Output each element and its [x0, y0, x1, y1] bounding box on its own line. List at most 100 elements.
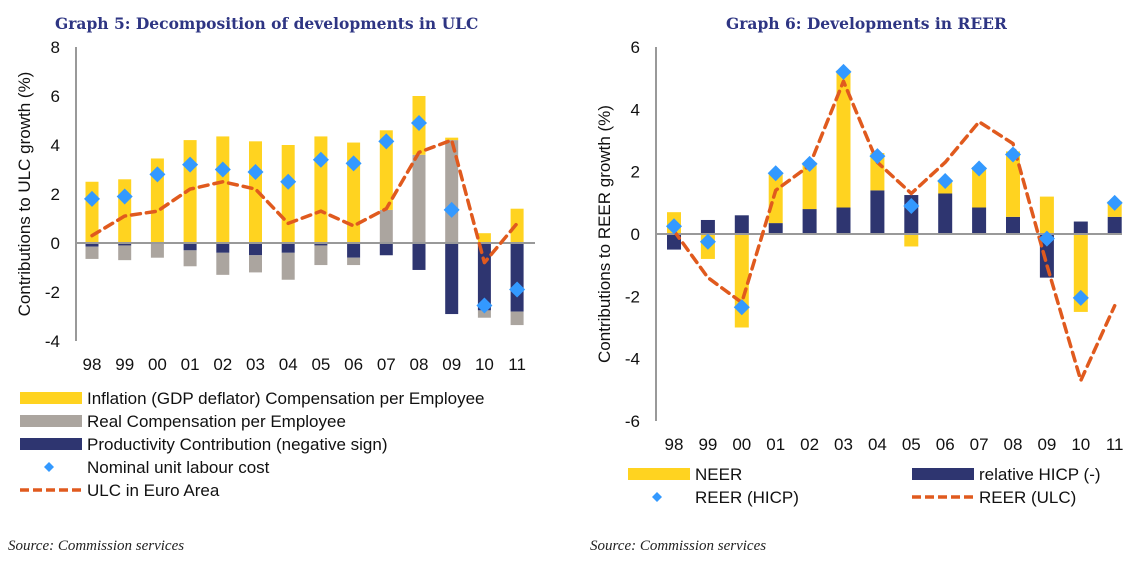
bar-relative-hicp: [1107, 216, 1122, 234]
marker-point: [247, 163, 264, 180]
legend-label: REER (HICP): [695, 488, 799, 507]
bar-inflation-gdp-deflator-compensation-per-employee: [216, 136, 230, 243]
legend-item: relative HICP (-): [912, 465, 1101, 484]
x-tick-label: 05: [311, 355, 330, 374]
chart-ulc: 8 6 4 2 0 -2 -4 Contributions to ULC growth (%)…: [15, 38, 535, 500]
bar-real-compensation-per-employee: [281, 252, 295, 280]
y-tick-label: 4: [51, 136, 60, 155]
bar-productivity-contribution-negative-sign: [118, 243, 132, 246]
x-tick-label: 06: [344, 355, 363, 374]
x-tick-label: 09: [442, 355, 461, 374]
bar-relative-hicp: [938, 193, 953, 234]
chart-reer: 6 4 2 0 -2 -4 -6 Contributions to REER growth (…: [595, 38, 1124, 507]
x-tick-label: 98: [83, 355, 102, 374]
x-tick-label: 04: [279, 355, 298, 374]
bar-productivity-contribution-negative-sign: [510, 243, 524, 312]
bar-neer: [768, 173, 783, 224]
bar-productivity-contribution-negative-sign: [183, 243, 197, 251]
bar-neer: [904, 234, 919, 247]
bar-real-compensation-per-employee: [347, 257, 361, 266]
bar-productivity-contribution-negative-sign: [314, 243, 328, 246]
x-tick-label: 08: [410, 355, 429, 374]
bar-real-compensation-per-employee: [445, 140, 459, 243]
legend-swatch: [20, 392, 82, 404]
bar-neer: [802, 162, 817, 210]
x-tick-label: 03: [834, 435, 853, 454]
x-tick-label: 99: [698, 435, 717, 454]
marker-point: [411, 114, 427, 131]
bar-neer: [836, 70, 851, 208]
y-tick-label: -4: [625, 350, 640, 369]
y-axis-label: Contributions to ULC growth (%): [15, 72, 34, 317]
marker-point: [903, 197, 920, 214]
x-tick-label: 09: [1037, 435, 1056, 454]
bar-productivity-contribution-negative-sign: [281, 243, 295, 253]
chart-title-reer: Graph 6: Developments in REER: [726, 14, 1007, 33]
y-tick-label: 0: [51, 234, 60, 253]
legend-item: REER (HICP): [652, 488, 799, 507]
marker-point: [116, 188, 133, 205]
legend-label: REER (ULC): [979, 488, 1076, 507]
marker-point: [280, 173, 297, 190]
legend-item: Nominal unit labour cost: [44, 458, 270, 477]
marker-point: [801, 155, 818, 172]
source-caption-left: Source: Commission services: [8, 538, 185, 554]
legend-item: Inflation (GDP deflator) Compensation pe…: [20, 389, 485, 408]
bar-inflation-gdp-deflator-compensation-per-employee: [477, 233, 491, 243]
y-tick-label: -2: [625, 287, 640, 306]
bar-productivity-contribution-negative-sign: [216, 243, 230, 253]
x-tick-label: 01: [766, 435, 785, 454]
x-tick-label: 02: [800, 435, 819, 454]
marker-point: [182, 156, 199, 173]
x-tick-label: 02: [213, 355, 232, 374]
bar-real-compensation-per-employee: [477, 310, 491, 318]
bar-real-compensation-per-employee: [249, 255, 262, 273]
y-tick-label: 6: [51, 87, 60, 106]
bar-relative-hicp: [734, 215, 749, 234]
y-axis-label: Contributions to REER growth (%): [595, 105, 614, 363]
marker-point: [835, 63, 852, 80]
bar-relative-hicp: [768, 223, 783, 234]
marker-point: [345, 155, 362, 172]
bar-inflation-gdp-deflator-compensation-per-employee: [150, 158, 164, 243]
bar-neer: [1039, 196, 1054, 234]
legend-label: Productivity Contribution (negative sign…: [87, 435, 387, 454]
x-tick-label: 08: [1004, 435, 1023, 454]
marker-point: [312, 151, 329, 168]
bar-real-compensation-per-employee: [412, 154, 426, 243]
bar-inflation-gdp-deflator-compensation-per-employee: [281, 145, 295, 243]
y-tick-label: 0: [631, 225, 640, 244]
legend: Inflation (GDP deflator) Compensation pe…: [20, 389, 485, 500]
marker-point: [443, 201, 460, 218]
marker-point: [733, 299, 750, 316]
legend-item: Real Compensation per Employee: [20, 412, 346, 431]
legend-label: Real Compensation per Employee: [87, 412, 346, 431]
bar-real-compensation-per-employee: [118, 245, 132, 261]
marker-point: [378, 133, 395, 150]
bar-real-compensation-per-employee: [216, 252, 230, 275]
marker-point: [699, 233, 716, 250]
marker-point: [869, 148, 886, 165]
marker-point: [509, 281, 526, 298]
bar-real-compensation-per-employee: [379, 209, 393, 243]
bar-productivity-contribution-negative-sign: [379, 243, 393, 256]
legend-item: REER (ULC): [912, 488, 1076, 507]
bar-real-compensation-per-employee: [150, 243, 164, 258]
bar-relative-hicp: [700, 219, 715, 234]
bar-inflation-gdp-deflator-compensation-per-employee: [249, 141, 262, 243]
bar-relative-hicp: [870, 190, 885, 234]
y-tick-label: -2: [45, 283, 60, 302]
x-tick-label: 05: [902, 435, 921, 454]
x-tick-label: 11: [508, 355, 526, 374]
bar-neer: [870, 152, 885, 191]
marker-point: [937, 173, 954, 190]
bar-inflation-gdp-deflator-compensation-per-employee: [379, 130, 393, 210]
marker-point: [1072, 289, 1089, 306]
y-tick-label: 2: [51, 185, 60, 204]
bar-real-compensation-per-employee: [183, 250, 197, 267]
source-caption-right: Source: Commission services: [590, 538, 767, 554]
line-reer-ulc: [672, 79, 1117, 383]
line-ulc-in-euro-area: [90, 138, 519, 265]
y-tick-label: 8: [51, 38, 60, 57]
